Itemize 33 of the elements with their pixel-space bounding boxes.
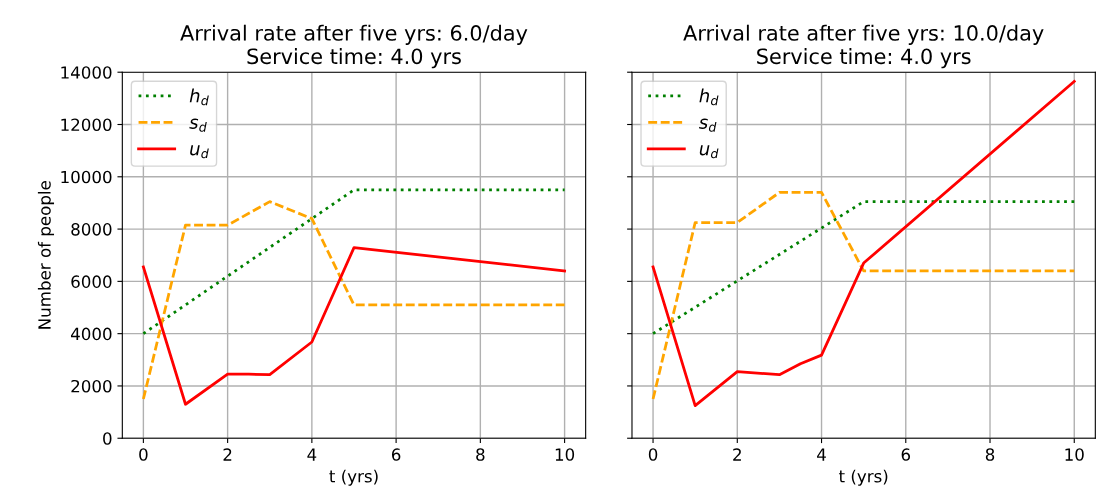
y-tick-label: 14000 [61, 66, 112, 79]
x-tick-label: 10 [555, 448, 575, 461]
x-tick-label: 8 [476, 448, 485, 461]
legend-label: u$_{d}$ [190, 145, 209, 159]
y-tick-label: 4000 [71, 327, 112, 341]
y-tick-label: 0 [103, 432, 112, 445]
x-tick-label: 4 [817, 448, 826, 461]
y-tick-label: 10000 [61, 170, 112, 184]
line-series [141, 246, 566, 406]
legend-label: s$_{d}$ [189, 118, 207, 132]
x-axis-title: t (yrs) [329, 469, 378, 486]
chart-title: Arrival rate after five yrs: 6.0/day Service time: 4.0 yrs [180, 24, 528, 69]
legend-label: s$_{d}$ [699, 118, 717, 132]
y-tick-label: 12000 [61, 118, 112, 132]
x-tick-label: 8 [985, 448, 995, 461]
y-tick-label: 6000 [71, 275, 112, 288]
x-tick-label: 2 [733, 448, 741, 461]
legend-label: u$_{d}$ [699, 145, 719, 159]
x-tick-label: 2 [223, 448, 232, 461]
x-tick-label: 0 [139, 448, 148, 461]
y-tick-label: 2000 [71, 379, 112, 393]
x-axis-title: t (yrs) [838, 469, 888, 486]
x-tick-label: 6 [901, 448, 911, 461]
x-tick-label: 10 [1065, 448, 1084, 461]
y-axis-title: Number of people [37, 181, 55, 329]
x-tick-label: 6 [391, 448, 401, 461]
line-series [141, 200, 566, 401]
y-tick-label: 8000 [71, 223, 112, 236]
x-tick-label: 0 [648, 448, 658, 461]
legend-label: h$_{d}$ [189, 88, 209, 106]
chart-title: Arrival rate after five yrs: 10.0/day Service time: 4.0 yrs [683, 24, 1044, 69]
x-tick-label: 4 [307, 448, 317, 461]
legend-label: h$_{d}$ [699, 88, 719, 106]
